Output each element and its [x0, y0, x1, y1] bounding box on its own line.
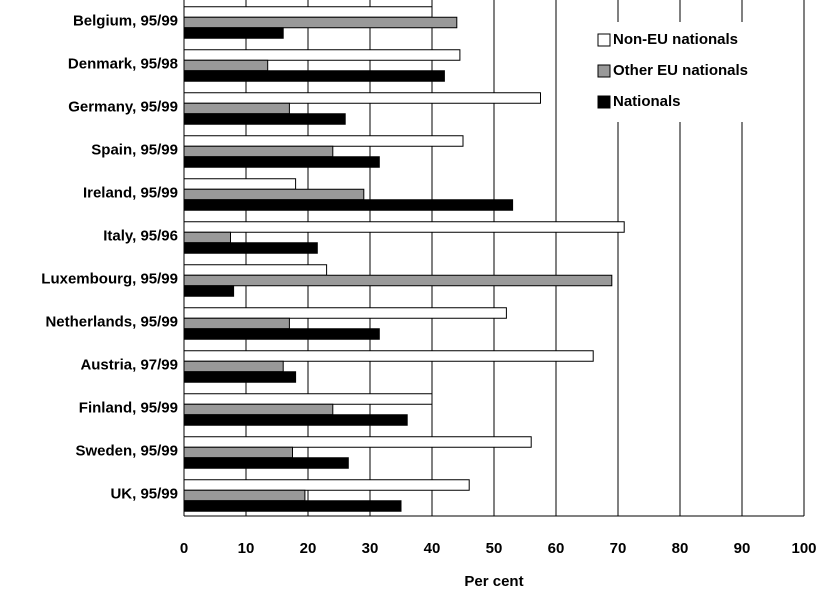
bar — [183, 328, 380, 340]
bar — [183, 307, 507, 319]
legend-label: Other EU nationals — [613, 62, 748, 79]
category-label: UK, 95/99 — [110, 485, 178, 502]
x-tick-label: 80 — [672, 540, 689, 557]
legend-label: Nationals — [613, 93, 681, 110]
bar — [183, 145, 334, 158]
legend-swatch — [597, 64, 611, 78]
x-tick-label: 70 — [610, 540, 627, 557]
bar — [183, 274, 613, 287]
category-labels: Belgium, 95/99 Denmark, 95/98 Germany, 95/… — [41, 12, 178, 502]
x-axis-title: Per cent — [464, 573, 523, 589]
bar — [183, 178, 297, 190]
bar — [183, 188, 365, 201]
x-tick-label: 0 — [180, 540, 188, 557]
bar — [183, 16, 458, 29]
bar — [183, 457, 349, 469]
bar — [183, 360, 284, 373]
bar — [183, 371, 297, 383]
bar — [183, 403, 334, 416]
legend-swatch — [597, 95, 611, 109]
x-tick-label: 20 — [300, 540, 317, 557]
legend-box — [590, 22, 802, 122]
category-label: Austria, 97/99 — [80, 356, 178, 373]
bar — [183, 285, 235, 297]
bar — [183, 436, 532, 448]
bar — [183, 264, 328, 276]
bar — [183, 156, 380, 168]
bar — [183, 27, 284, 39]
bar — [183, 350, 594, 362]
bar — [183, 317, 290, 330]
legend-swatch — [597, 33, 611, 47]
bar — [183, 479, 470, 491]
bar — [183, 500, 402, 512]
bar — [183, 221, 625, 233]
legend-label: Non-EU nationals — [613, 31, 738, 48]
bar — [183, 414, 408, 426]
category-label: Netherlands, 95/99 — [45, 313, 178, 330]
bars — [183, 6, 625, 512]
category-label: Germany, 95/99 — [68, 98, 178, 115]
category-label: Denmark, 95/98 — [68, 55, 178, 72]
bar — [183, 446, 293, 459]
bar — [183, 102, 290, 115]
category-label: Spain, 95/99 — [91, 141, 178, 158]
x-tick-label: 100 — [791, 540, 816, 557]
x-tick-label: 30 — [362, 540, 379, 557]
x-tick-label: 10 — [238, 540, 255, 557]
bar — [183, 231, 231, 244]
x-tick-label: 50 — [486, 540, 503, 557]
category-label: Italy, 95/96 — [103, 227, 178, 244]
bar — [183, 135, 464, 147]
bar — [183, 49, 461, 61]
x-tick-label: 60 — [548, 540, 565, 557]
category-label: Sweden, 95/99 — [75, 442, 178, 459]
category-label: Finland, 95/99 — [79, 399, 178, 416]
x-tick-labels: 0 10 20 30 40 50 60 70 80 90 100 — [180, 540, 817, 557]
bar — [183, 393, 433, 405]
bar — [183, 242, 318, 254]
bar — [183, 6, 433, 18]
category-label: Belgium, 95/99 — [73, 12, 178, 29]
x-tick-label: 90 — [734, 540, 751, 557]
bar — [183, 92, 541, 104]
category-label: Luxembourg, 95/99 — [41, 270, 178, 287]
bar — [183, 489, 306, 502]
bar — [183, 199, 514, 211]
x-tick-label: 40 — [424, 540, 441, 557]
category-label: Ireland, 95/99 — [83, 184, 178, 201]
bar — [183, 113, 346, 125]
legend: Non-EU nationals Other EU nationals Nation… — [590, 22, 802, 122]
bar — [183, 70, 445, 82]
bar — [183, 59, 269, 72]
